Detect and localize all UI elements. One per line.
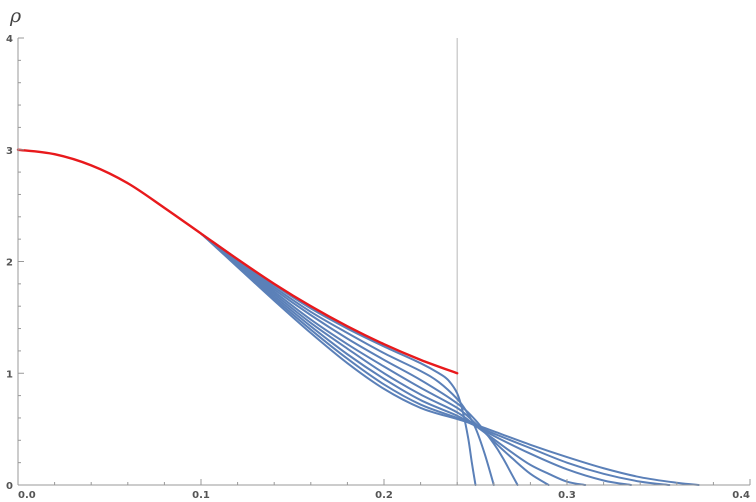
series-layer	[16, 148, 700, 486]
y-tick-label: 2	[6, 258, 13, 269]
x-tick-label: 0.0	[18, 490, 36, 501]
y-tick-label: 3	[6, 146, 13, 157]
series-line-3	[200, 232, 519, 486]
series-line-2	[200, 232, 495, 486]
series-line-0	[16, 148, 459, 375]
series-line-5	[200, 232, 587, 486]
series-line-6	[200, 232, 633, 486]
y-axis-label: ρ	[9, 5, 22, 27]
x-tick-label: 0.2	[375, 490, 393, 501]
axes-layer: 0.0 0.1 0.2 0.3 0.4 0 1 2 3 4	[6, 34, 751, 501]
series-line-4	[200, 232, 550, 486]
y-tick-label: 4	[6, 34, 13, 45]
x-tick-label: 0.3	[558, 490, 576, 501]
series-line-8	[200, 232, 700, 486]
series-line-7	[200, 232, 671, 486]
x-tick-label: 0.4	[732, 490, 750, 501]
y-tick-label: 1	[6, 369, 13, 380]
y-tick-label: 0	[6, 481, 13, 492]
x-tick-label: 0.1	[192, 490, 210, 501]
